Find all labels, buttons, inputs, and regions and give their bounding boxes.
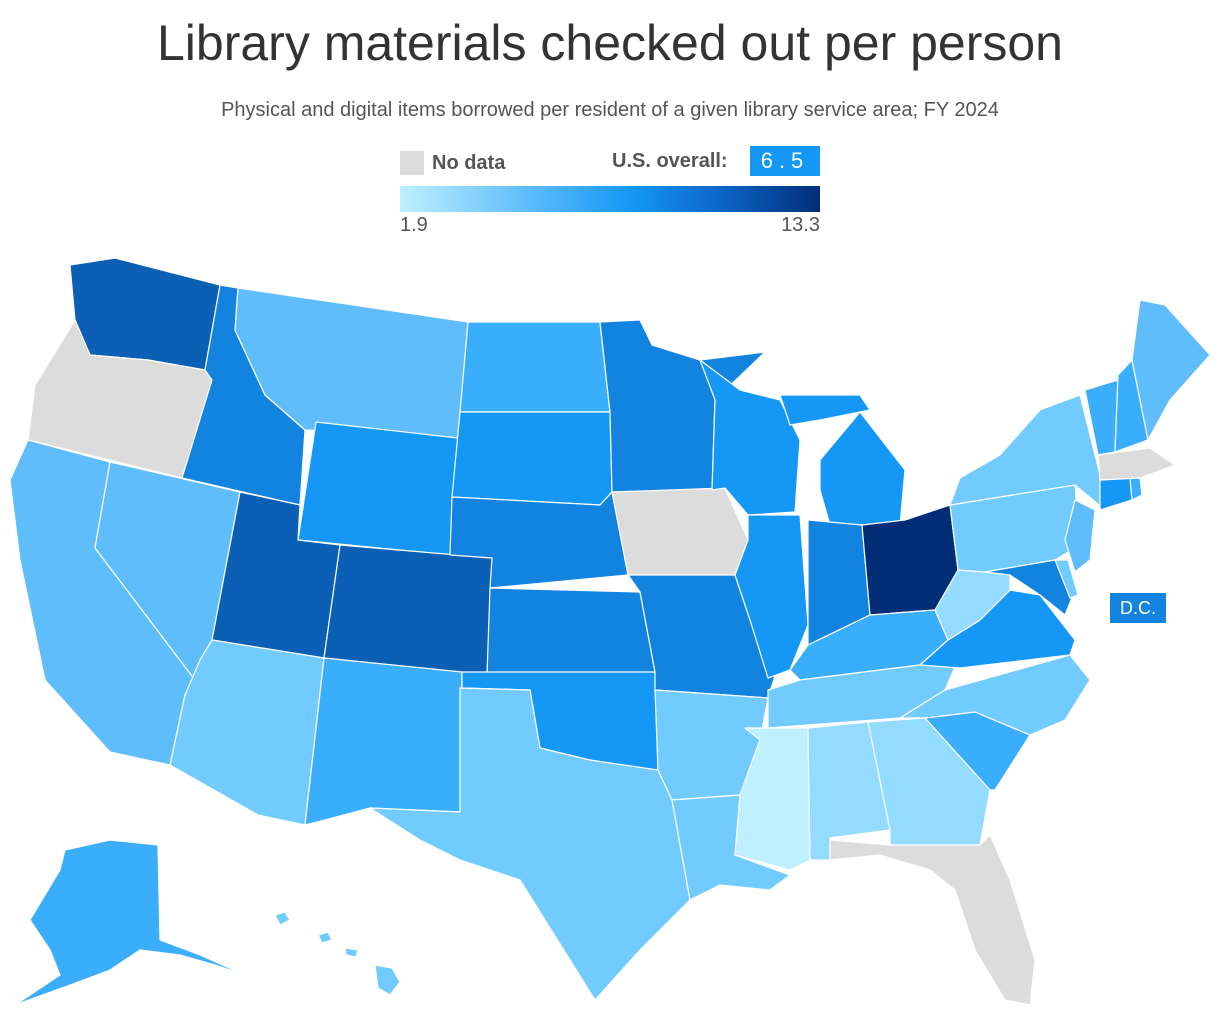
color-scale-min: 1.9: [400, 214, 428, 236]
color-scale-bar: [400, 186, 820, 212]
state-hi[interactable]: [274, 911, 401, 996]
us-overall-value: 6.5: [750, 146, 820, 176]
page-title: Library materials checked out per person: [156, 15, 1063, 71]
state-co[interactable]: [323, 544, 493, 676]
page-subtitle: Physical and digital items borrowed per …: [221, 99, 999, 121]
state-tx[interactable]: [369, 687, 691, 1001]
state-ma[interactable]: [1097, 447, 1176, 481]
state-ct[interactable]: [1099, 477, 1133, 511]
no-data-label: No data: [432, 152, 506, 174]
state-me[interactable]: [1131, 299, 1211, 441]
us-overall-label: U.S. overall:: [612, 150, 728, 172]
dc-label: D.C.: [1110, 593, 1166, 623]
state-wy[interactable]: [297, 421, 459, 556]
state-wi[interactable]: [699, 359, 801, 516]
state-ak[interactable]: [14, 839, 246, 1006]
state-tn[interactable]: [767, 654, 961, 729]
state-wa[interactable]: [69, 257, 221, 371]
state-ia[interactable]: [611, 487, 749, 576]
no-data-swatch: [400, 151, 424, 175]
state-ne[interactable]: [449, 491, 629, 589]
state-nd[interactable]: [459, 321, 611, 413]
state-nj[interactable]: [1064, 499, 1096, 573]
state-ks[interactable]: [486, 587, 656, 676]
state-nc[interactable]: [899, 654, 1091, 736]
state-de[interactable]: [1054, 559, 1079, 599]
state-ny[interactable]: [949, 394, 1106, 511]
state-fl[interactable]: [829, 834, 1036, 1006]
state-sd[interactable]: [451, 411, 613, 506]
state-ri[interactable]: [1129, 477, 1143, 501]
color-scale-max: 13.3: [781, 214, 820, 236]
state-il[interactable]: [734, 514, 809, 679]
state-mn[interactable]: [599, 319, 766, 493]
state-nm[interactable]: [304, 657, 463, 826]
